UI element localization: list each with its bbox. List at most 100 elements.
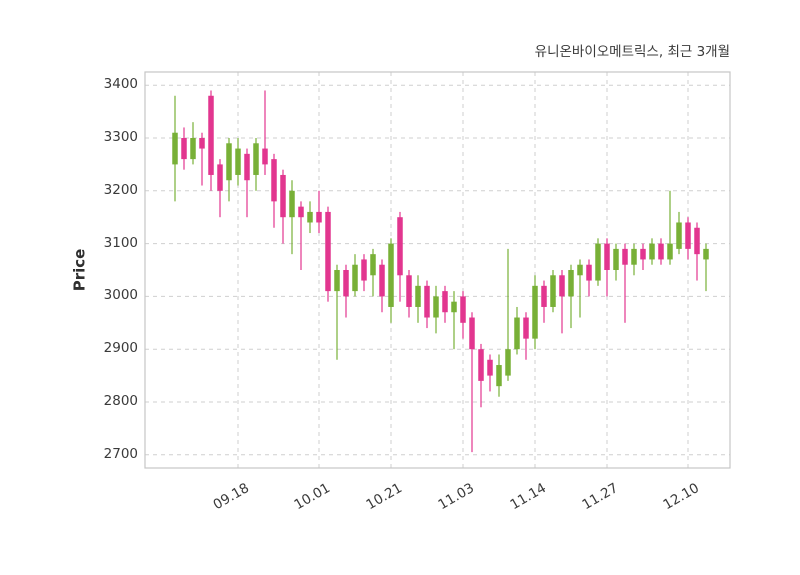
chart-title: 유니온바이오메트릭스, 최근 3개월 bbox=[534, 44, 730, 60]
candle bbox=[253, 138, 259, 191]
candle bbox=[496, 354, 502, 397]
candle-body bbox=[262, 148, 268, 165]
candle-body bbox=[406, 275, 412, 307]
candle bbox=[316, 190, 322, 234]
candle bbox=[199, 132, 205, 186]
candle-body bbox=[325, 211, 331, 292]
candle bbox=[541, 280, 547, 323]
candle-body bbox=[496, 365, 502, 387]
y-tick-label: 3400 bbox=[103, 76, 138, 93]
candle-body bbox=[559, 275, 565, 297]
candle-body bbox=[703, 248, 709, 260]
y-tick-label: 3300 bbox=[103, 129, 138, 145]
y-tick-label: 2700 bbox=[103, 445, 138, 462]
candle bbox=[289, 180, 295, 255]
candle-body bbox=[469, 317, 475, 350]
candle-body bbox=[622, 248, 628, 265]
candle-body bbox=[424, 285, 430, 318]
candle bbox=[568, 264, 574, 329]
candle bbox=[217, 159, 223, 218]
candle bbox=[622, 243, 628, 323]
candle-body bbox=[505, 349, 511, 376]
candle-body bbox=[631, 248, 637, 265]
candle-body bbox=[298, 206, 304, 218]
candle bbox=[685, 217, 691, 260]
candle-body bbox=[595, 243, 601, 281]
y-axis-label: Price bbox=[70, 248, 89, 292]
plot-frame bbox=[144, 71, 731, 469]
candle-body bbox=[676, 222, 682, 249]
candle bbox=[640, 243, 646, 270]
candle bbox=[208, 90, 214, 191]
candle-body bbox=[244, 153, 250, 181]
candle bbox=[514, 306, 520, 355]
candle-body bbox=[694, 227, 700, 255]
gridlines bbox=[145, 72, 730, 468]
candle bbox=[487, 354, 493, 392]
candle bbox=[379, 259, 385, 313]
candle-body bbox=[370, 254, 376, 276]
candle-body bbox=[280, 174, 286, 218]
candle-body bbox=[199, 138, 205, 149]
candle-body bbox=[289, 190, 295, 218]
candle bbox=[235, 138, 241, 186]
candle-body bbox=[550, 275, 556, 307]
candle bbox=[406, 270, 412, 318]
candle bbox=[388, 238, 394, 323]
candle bbox=[478, 343, 484, 408]
candle-body bbox=[379, 264, 385, 297]
candle bbox=[397, 211, 403, 302]
candle bbox=[181, 127, 187, 170]
candle-body bbox=[217, 164, 223, 191]
candle bbox=[226, 138, 232, 202]
candle-body bbox=[523, 317, 529, 339]
candle-body bbox=[190, 138, 196, 160]
candle-body bbox=[352, 264, 358, 292]
candle bbox=[649, 238, 655, 265]
y-tick-label: 2900 bbox=[103, 340, 138, 357]
candle bbox=[613, 243, 619, 281]
candle bbox=[244, 148, 250, 218]
candle-body bbox=[181, 138, 187, 160]
candle-series bbox=[172, 90, 709, 453]
candle-body bbox=[433, 296, 439, 318]
candle bbox=[451, 291, 457, 350]
candle-body bbox=[451, 301, 457, 313]
candle bbox=[577, 259, 583, 318]
candle-body bbox=[460, 296, 466, 323]
candle bbox=[433, 285, 439, 334]
candle-body bbox=[361, 259, 367, 281]
candle-body bbox=[316, 211, 322, 223]
candle bbox=[190, 122, 196, 165]
candle bbox=[658, 238, 664, 265]
candle bbox=[604, 238, 610, 297]
candle-body bbox=[568, 270, 574, 297]
candle bbox=[586, 259, 592, 297]
y-tick-label: 2800 bbox=[103, 393, 138, 409]
candle-body bbox=[667, 243, 673, 260]
candle bbox=[325, 206, 331, 302]
candle bbox=[307, 201, 313, 234]
candle-body bbox=[478, 349, 484, 381]
candle bbox=[424, 280, 430, 329]
candle-body bbox=[613, 248, 619, 270]
candle-body bbox=[532, 285, 538, 339]
candle-body bbox=[586, 264, 592, 281]
candle bbox=[271, 153, 277, 228]
candle-body bbox=[442, 291, 448, 313]
candle-body bbox=[658, 243, 664, 260]
candle-body bbox=[604, 243, 610, 270]
candle-body bbox=[388, 243, 394, 307]
candle bbox=[505, 248, 511, 381]
candle-body bbox=[541, 285, 547, 307]
candle-body bbox=[343, 270, 349, 297]
candle bbox=[631, 243, 637, 276]
candle bbox=[460, 291, 466, 339]
candle bbox=[298, 201, 304, 270]
candle bbox=[676, 211, 682, 255]
candle bbox=[703, 243, 709, 292]
candle-body bbox=[685, 222, 691, 249]
candle-body bbox=[487, 359, 493, 376]
